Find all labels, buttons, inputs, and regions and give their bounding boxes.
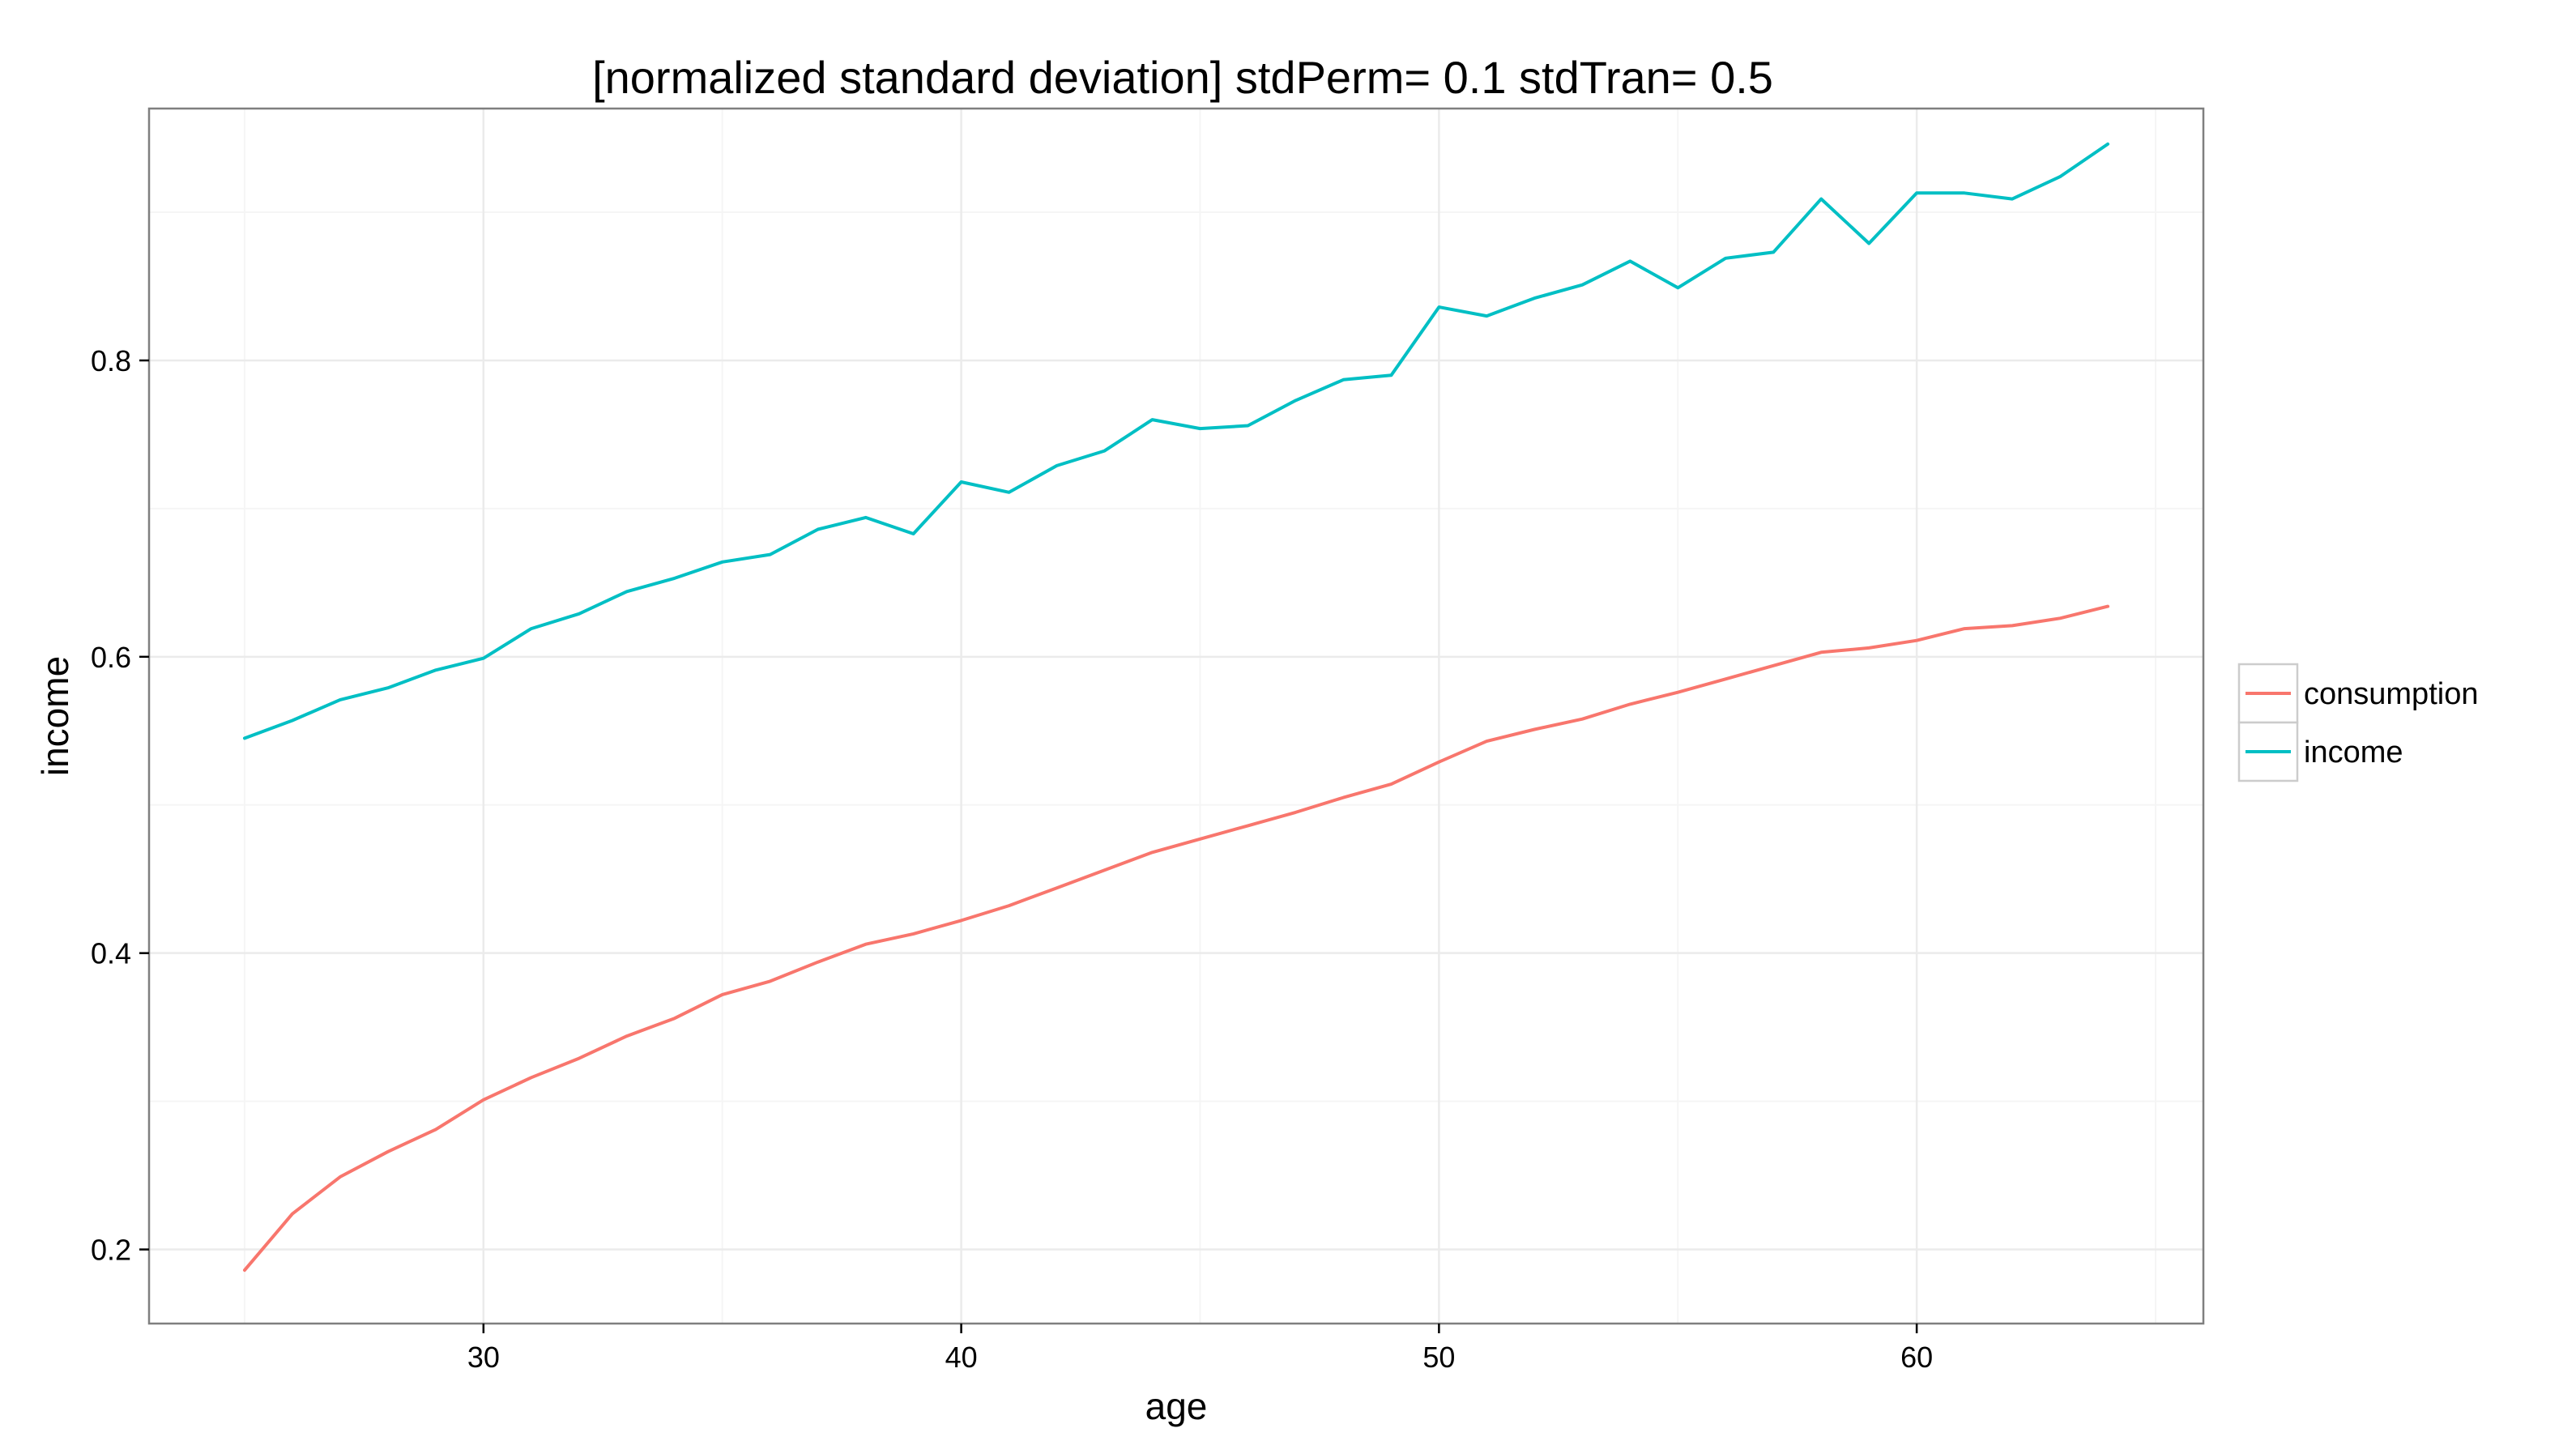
x-tick-label: 30 bbox=[467, 1341, 500, 1374]
series-layer bbox=[243, 142, 2109, 1273]
plot-panel bbox=[147, 107, 2205, 1325]
x-tick-label: 50 bbox=[1422, 1341, 1455, 1374]
legend-label-income: income bbox=[2304, 735, 2403, 770]
y-axis-title: income bbox=[34, 656, 76, 776]
y-tick-label: 0.2 bbox=[91, 1234, 131, 1267]
y-tick-label: 0.8 bbox=[91, 344, 131, 377]
y-axis: 0.2 0.4 0.6 0.8 bbox=[91, 344, 149, 1267]
x-axis: 30 40 50 60 bbox=[467, 1324, 1933, 1374]
x-tick-label: 40 bbox=[945, 1341, 978, 1374]
major-gridlines bbox=[149, 109, 2203, 1324]
x-tick-label: 60 bbox=[1900, 1341, 1933, 1374]
y-tick-label: 0.6 bbox=[91, 641, 131, 674]
chart-title: [normalized standard deviation] stdPerm=… bbox=[592, 52, 1773, 103]
legend: consumption income bbox=[2237, 663, 2478, 782]
minor-gridlines bbox=[149, 109, 2203, 1324]
series-line-consumption bbox=[243, 604, 2109, 1273]
legend-label-consumption: consumption bbox=[2304, 677, 2478, 711]
series-line-income bbox=[243, 142, 2109, 740]
x-axis-title: age bbox=[1145, 1385, 1208, 1427]
y-tick-label: 0.4 bbox=[91, 937, 131, 970]
